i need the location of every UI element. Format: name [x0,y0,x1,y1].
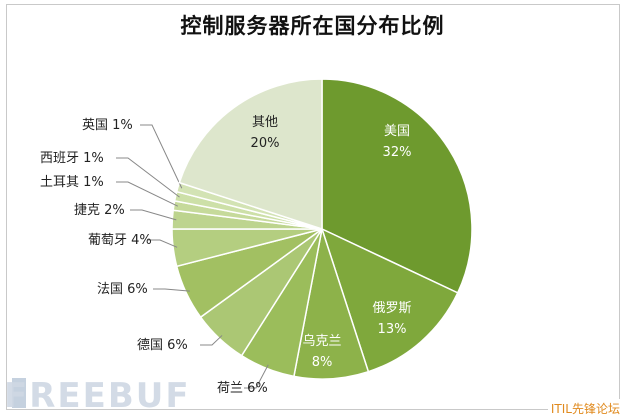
chart-title: 控制服务器所在国分布比例 [180,14,445,38]
slice-label-russia: 俄罗斯 [372,301,411,316]
leader-line-turkey [116,181,179,207]
slice-label-uk: 英国 1% [82,118,133,133]
leader-line-germany [200,335,223,346]
slice-label-netherlands: 荷兰 6% [217,381,268,396]
slice-label-ukraine: 乌克兰 [302,333,341,349]
slice-value-usa: 32% [383,145,412,160]
leader-line-portugal [148,239,178,248]
leader-line-netherlands [244,364,269,389]
pie-slice-usa [321,78,473,294]
pie-slice-other [178,78,323,231]
slice-label-spain: 西班牙 1% [40,151,104,166]
slice-label-portugal: 葡萄牙 4% [88,233,152,248]
watermark-logo-bar [12,378,26,408]
slice-label-usa: 美国 [384,124,410,139]
leader-line-spain [116,157,180,198]
slice-label-france: 法国 6% [97,282,148,297]
slice-label-germany: 德国 6% [137,338,188,353]
slice-label-turkey: 土耳其 1% [40,175,104,190]
pie-slice-russia [320,227,459,373]
footer-tag: ITIL先锋论坛 [547,399,623,418]
watermark-logo: FREEBUF [4,376,191,416]
slice-value-other: 20% [251,136,280,151]
slice-value-russia: 13% [378,322,407,337]
slice-label-other: 其他 [252,115,278,130]
slice-value-ukraine: 8% [312,355,333,370]
leader-line-uk [140,124,183,189]
slice-label-czech: 捷克 2% [74,203,125,218]
leader-line-france [153,288,190,292]
leader-line-czech [130,209,177,221]
